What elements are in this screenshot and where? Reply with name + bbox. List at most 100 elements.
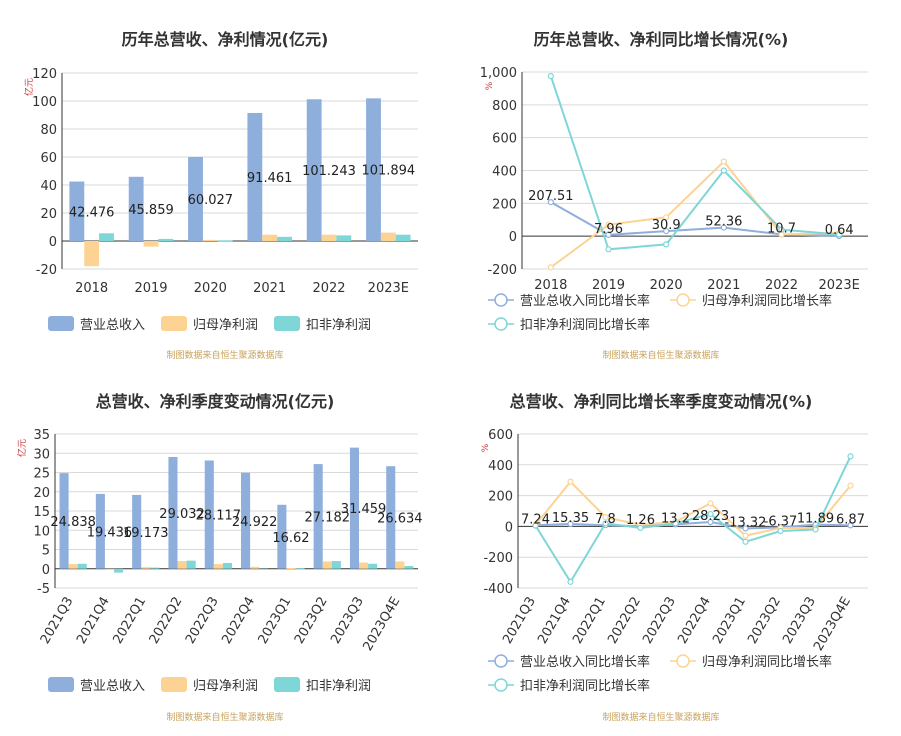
- chart1-legend-label: 扣非净利润: [306, 318, 371, 333]
- chart3-legend-label: 扣非净利润: [306, 679, 371, 694]
- chart4-data-label: 7.24: [521, 512, 550, 527]
- chart4-point: [812, 526, 819, 533]
- chart1-legend-label: 归母净利润: [193, 318, 258, 333]
- chart3-bar-扣非净利润: [404, 566, 414, 569]
- chart1-bar-营业总收入: [128, 176, 144, 241]
- chart4-point: [602, 520, 609, 527]
- chart2-xtick-label: 2023E: [819, 278, 860, 293]
- chart2-data-label: 10.7: [767, 221, 796, 236]
- chart4-legend-marker: [494, 678, 508, 692]
- chart3-bar-扣非净利润: [259, 568, 269, 570]
- chart3-bar-扣非净利润: [331, 561, 341, 569]
- chart4-legend-label: 扣非净利润同比增长率: [520, 678, 650, 694]
- chart3-bar-归母净利润: [68, 564, 78, 569]
- chart2-ytick-label: 600: [492, 132, 517, 147]
- chart4-legend-label: 归母净利润同比增长率: [702, 654, 832, 670]
- chart1-bar-归母净利润: [202, 239, 218, 241]
- chart2-legend-label: 归母净利润同比增长率: [702, 293, 832, 309]
- chart3-legend-swatch: [161, 677, 187, 692]
- chart1-legend-label: 营业总收入: [80, 318, 145, 333]
- chart2-yaxis-unit: %: [485, 81, 495, 90]
- chart3-bar-归母净利润: [250, 566, 260, 569]
- chart4-data-label: -6.37: [764, 514, 798, 529]
- chart3-bar-营业总收入: [204, 460, 214, 569]
- chart2-legend-label: 扣非净利润同比增长率: [520, 317, 650, 333]
- chart4-xtick-label: 2023Q3: [780, 595, 819, 647]
- chart4-data-label: 11.89: [797, 512, 834, 527]
- chart3-bar-营业总收入: [313, 464, 323, 569]
- chart2-legend-marker: [494, 293, 508, 307]
- chart4-xtick-label: 2022Q2: [605, 595, 644, 647]
- chart1-bar-归母净利润: [143, 241, 159, 247]
- chart4-line-扣非净利润同比增长率: [534, 455, 852, 584]
- chart3-legend-swatch: [274, 677, 300, 692]
- chart1-bar-扣非净利润: [99, 233, 114, 241]
- chart4-xtick-label: 2022Q4: [675, 595, 714, 647]
- chart4-point: [532, 522, 539, 529]
- chart4-point: [567, 478, 574, 485]
- chart2-point: [778, 226, 785, 233]
- chart1-legend-swatch: [161, 316, 187, 331]
- chart1-ytick-label: 100: [32, 95, 57, 110]
- chart1-data-label: 91.461: [247, 171, 293, 186]
- chart1-bar-扣非净利润: [277, 236, 292, 241]
- chart1-data-label: 101.894: [361, 164, 415, 179]
- chart1-xtick-label: 2022: [312, 281, 345, 296]
- chart3-bar-归母净利润: [177, 561, 187, 569]
- chart1-legend-swatch: [274, 316, 300, 331]
- chart2-line-扣非净利润同比增长率: [549, 75, 840, 251]
- chart1-source-note: 制图数据来自恒生聚源数据库: [166, 351, 284, 361]
- chart2-ytick-label: 400: [492, 165, 517, 180]
- chart1-bar-营业总收入: [366, 98, 381, 242]
- chart1-xtick-label: 2020: [194, 281, 227, 296]
- chart2-xtick-label: 2022: [765, 278, 798, 293]
- chart2-point: [720, 224, 727, 231]
- chart3-bar-归母净利润: [213, 564, 223, 569]
- chart2-data-label: 7.96: [594, 222, 623, 237]
- chart1-xtick-label: 2019: [134, 281, 167, 296]
- chart4-data-label: -13.32: [725, 515, 767, 530]
- chart3-ytick-label: 0: [42, 563, 50, 578]
- chart1-data-label: 60.027: [188, 193, 234, 208]
- chart1-ytick-label: 20: [40, 207, 57, 222]
- chart3-data-label: 28.117: [196, 509, 242, 524]
- chart1-bar-营业总收入: [188, 156, 203, 241]
- chart3-bar-归母净利润: [322, 561, 332, 569]
- chart1-data-label: 45.859: [128, 203, 174, 218]
- chart3-ytick-label: 30: [33, 447, 50, 462]
- chart3-ytick-label: 20: [33, 486, 50, 501]
- chart3-data-label: 24.838: [50, 515, 96, 530]
- chart1-bar-归母净利润: [84, 241, 100, 267]
- chart3-bar-归母净利润: [141, 567, 151, 569]
- chart3-data-label: 29.032: [159, 507, 205, 522]
- chart3-ytick-label: -5: [37, 582, 50, 597]
- chart2-point: [605, 246, 612, 253]
- chart4-ytick-label: 600: [488, 428, 513, 443]
- chart1-title: 历年总营收、净利情况(亿元): [121, 30, 329, 49]
- chart4-xtick-label: 2023Q2: [745, 595, 784, 647]
- chart4-source-note: 制图数据来自恒生聚源数据库: [602, 713, 720, 723]
- chart4-xtick-label: 2022Q3: [640, 595, 679, 647]
- chart3-bar-扣非净利润: [113, 568, 124, 573]
- chart4-ytick-label: 200: [488, 490, 513, 505]
- chart4-xtick-label: 2021Q4: [535, 595, 574, 647]
- chart1-bar-营业总收入: [69, 181, 85, 241]
- chart4-xtick-label: 2023Q1: [710, 595, 749, 647]
- chart4-ytick-label: -400: [483, 582, 513, 597]
- chart2-point: [605, 221, 612, 228]
- chart2-point: [547, 264, 554, 271]
- chart4-point: [777, 527, 784, 535]
- chart3-yaxis-unit: 亿元: [16, 439, 28, 457]
- chart4-data-label: 15.35: [552, 511, 589, 526]
- chart3-data-label: 26.634: [377, 511, 423, 526]
- chart1-ytick-label: 60: [40, 151, 57, 166]
- chart2-point: [720, 158, 727, 165]
- chart2-xtick-label: 2021: [707, 278, 740, 293]
- chart1-data-label: 101.243: [302, 164, 356, 179]
- chart3-bar-扣非净利润: [295, 568, 305, 570]
- chart3-bar-归母净利润: [104, 568, 114, 570]
- chart3-bar-归母净利润: [395, 561, 405, 569]
- chart4-legend-marker: [676, 654, 690, 668]
- chart3-bar-归母净利润: [359, 562, 369, 569]
